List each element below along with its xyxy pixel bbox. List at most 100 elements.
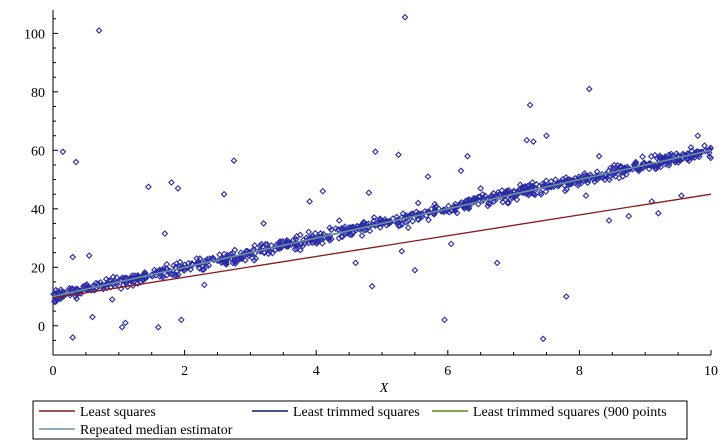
data-point: [542, 188, 550, 195]
data-point: [605, 217, 613, 224]
data-point: [134, 280, 142, 287]
data-point: [105, 277, 113, 284]
data-point: [469, 198, 477, 206]
x-tick-label: 2: [181, 364, 188, 379]
regression-lines: [52, 149, 712, 299]
data-point: [453, 209, 461, 217]
data-point: [188, 260, 196, 268]
y-tick-label: 80: [31, 86, 45, 101]
data-point: [276, 241, 284, 249]
data-point: [706, 146, 713, 154]
data-point: [231, 246, 239, 254]
data-point: [293, 232, 301, 240]
data-point: [493, 259, 501, 267]
data-point: [508, 194, 516, 202]
data-point: [556, 179, 564, 187]
data-point: [220, 190, 228, 198]
data-points: [50, 13, 715, 343]
data-point: [145, 183, 152, 191]
data-point: [368, 221, 376, 229]
data-point: [202, 257, 209, 265]
data-point: [365, 189, 373, 197]
data-point: [665, 159, 673, 167]
data-point: [311, 229, 319, 237]
data-point: [563, 185, 571, 193]
data-point: [258, 240, 265, 248]
data-point: [457, 167, 465, 175]
data-point: [272, 246, 279, 254]
data-point: [370, 214, 378, 221]
legend-label: Repeated median estimator: [80, 423, 233, 438]
data-point: [595, 152, 603, 160]
data-point: [489, 194, 497, 202]
data-point: [528, 183, 536, 190]
data-point: [504, 187, 512, 195]
data-point: [122, 319, 129, 327]
y-tick-label: 0: [38, 320, 45, 335]
legend-label: Least trimmed squares (900 points: [473, 405, 667, 420]
data-point: [415, 216, 422, 224]
data-point: [260, 220, 267, 227]
data-point: [698, 148, 706, 156]
data-point: [232, 260, 239, 267]
data-point: [69, 253, 77, 261]
data-point: [291, 246, 299, 253]
data-point: [97, 279, 104, 286]
data-point: [170, 262, 177, 270]
data-point: [337, 233, 345, 240]
data-point: [675, 153, 683, 161]
data-point: [368, 282, 376, 290]
data-point: [654, 163, 661, 171]
data-point: [411, 266, 419, 274]
data-point: [127, 274, 134, 282]
data-point: [652, 164, 660, 172]
data-point: [348, 231, 356, 239]
data-point: [484, 202, 492, 210]
data-point: [695, 153, 703, 161]
data-point: [85, 252, 93, 259]
data-point: [102, 275, 110, 283]
data-point: [678, 192, 685, 200]
data-point: [450, 203, 458, 210]
data-point: [108, 296, 116, 303]
legend-label: Least trimmed squares: [293, 405, 420, 420]
data-point: [691, 149, 699, 157]
data-point: [445, 208, 453, 216]
data-point: [632, 160, 640, 168]
data-point: [236, 255, 243, 263]
data-point: [241, 256, 249, 264]
data-point: [284, 242, 292, 250]
data-point: [683, 155, 691, 163]
data-point: [599, 174, 607, 182]
data-point: [77, 290, 85, 297]
data-point: [305, 228, 313, 236]
data-point: [252, 255, 260, 263]
data-point: [414, 199, 422, 207]
data-point: [402, 218, 410, 226]
data-point: [606, 176, 613, 184]
y-tick-label: 40: [31, 203, 45, 218]
data-point: [234, 255, 242, 263]
data-point: [593, 175, 601, 183]
data-point: [299, 242, 306, 250]
data-point: [424, 173, 432, 181]
data-point: [163, 271, 171, 279]
data-point: [539, 335, 547, 343]
data-point: [296, 231, 304, 239]
data-point: [200, 281, 208, 289]
data-point: [585, 85, 593, 93]
repeated-median-line: [52, 149, 712, 298]
data-point: [531, 184, 539, 192]
data-point: [74, 286, 82, 294]
data-point: [328, 226, 335, 234]
data-point: [537, 188, 545, 196]
legend-box: [32, 400, 688, 440]
x-axis-title: X: [379, 381, 389, 396]
data-point: [293, 245, 301, 253]
data-point: [537, 190, 545, 198]
data-point: [684, 155, 692, 163]
y-tick-label: 60: [31, 144, 45, 159]
data-point: [479, 197, 487, 204]
data-point: [567, 180, 574, 188]
